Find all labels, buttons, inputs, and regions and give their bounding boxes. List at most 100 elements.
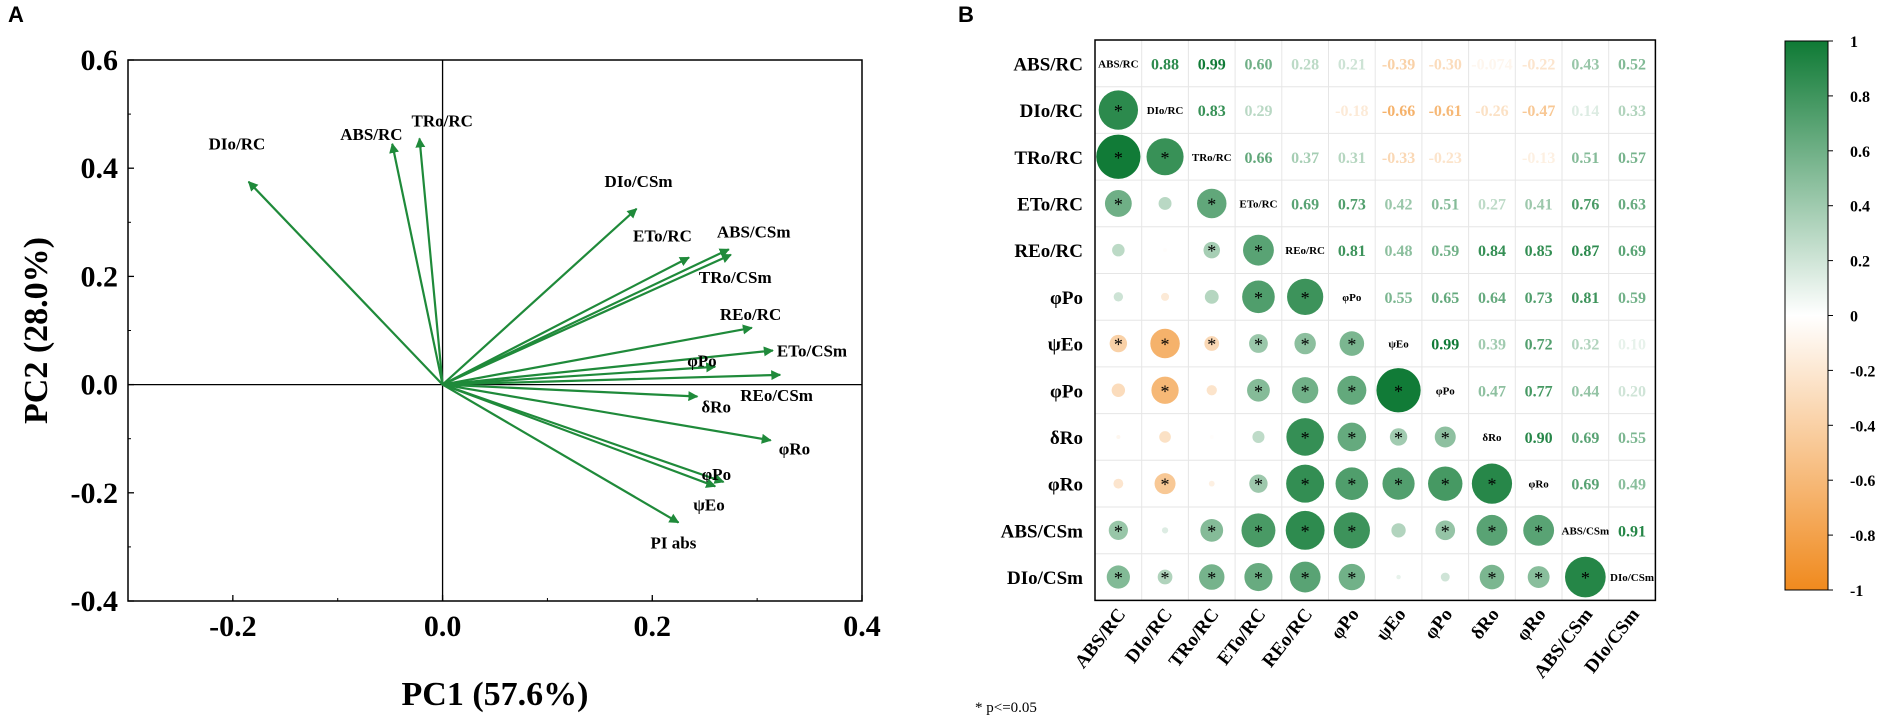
vector-label: φRo bbox=[779, 439, 810, 458]
colorbar-tick-label: 0.2 bbox=[1850, 254, 1870, 271]
correlation-circle bbox=[1286, 464, 1325, 503]
correlation-value: 0.41 bbox=[1525, 196, 1553, 213]
correlation-value: 0.55 bbox=[1385, 290, 1413, 307]
significance-star: * bbox=[1301, 288, 1310, 308]
correlation-circle bbox=[1333, 512, 1370, 549]
row-label: TRo/RC bbox=[1014, 148, 1083, 169]
significance-star: * bbox=[1301, 568, 1310, 588]
correlation-circle bbox=[1146, 138, 1184, 176]
correlation-circle bbox=[1335, 467, 1369, 500]
column-label: φPo bbox=[1420, 605, 1457, 644]
correlation-circle bbox=[1108, 520, 1128, 540]
loading-arrow bbox=[442, 324, 753, 386]
diagonal-label: ETo/RC bbox=[1239, 198, 1277, 210]
correlation-circle bbox=[1527, 566, 1550, 589]
loading-arrow bbox=[442, 383, 717, 488]
loading-arrow bbox=[442, 383, 772, 444]
row-label: φPo bbox=[1050, 381, 1083, 402]
row-label: ABS/RC bbox=[1013, 54, 1083, 75]
correlation-circle bbox=[1209, 434, 1214, 439]
significance-star: * bbox=[1441, 521, 1450, 541]
significance-star: * bbox=[1207, 335, 1216, 355]
correlation-circle bbox=[1291, 377, 1319, 404]
correlation-value: 0.10 bbox=[1618, 337, 1646, 354]
correlation-circle bbox=[1163, 248, 1168, 253]
correlation-value: -0.66 bbox=[1382, 103, 1415, 120]
significance-star: * bbox=[1254, 521, 1263, 541]
significance-star: * bbox=[1347, 568, 1356, 588]
diagonal-label: δRo bbox=[1482, 432, 1502, 444]
colorbar-tick-label: -0.6 bbox=[1850, 473, 1875, 490]
correlation-value: 0.76 bbox=[1571, 196, 1599, 213]
correlation-value: 0.99 bbox=[1198, 56, 1226, 73]
correlation-circle bbox=[1396, 574, 1401, 580]
colorbar-tick-label: 0.6 bbox=[1850, 144, 1870, 161]
colorbar-tick-label: 0.8 bbox=[1850, 89, 1870, 106]
vector-label: DIo/CSm bbox=[605, 172, 673, 191]
loading-arrow bbox=[247, 180, 444, 386]
column-label: ABS/RC bbox=[1071, 605, 1130, 673]
correlation-circle bbox=[1289, 561, 1321, 593]
significance-star: * bbox=[1487, 568, 1496, 588]
row-label: φRo bbox=[1048, 475, 1083, 496]
heatmap-frame bbox=[1094, 39, 1657, 602]
correlation-value: 0.47 bbox=[1478, 383, 1506, 400]
vector-label: TRo/CSm bbox=[699, 268, 772, 287]
correlation-circle bbox=[1287, 278, 1324, 315]
correlation-circle bbox=[1337, 422, 1367, 452]
significance-star: * bbox=[1114, 101, 1123, 121]
correlation-value: 0.52 bbox=[1618, 56, 1646, 73]
significance-star: * bbox=[1301, 335, 1310, 355]
row-label: REo/RC bbox=[1014, 241, 1083, 262]
correlation-value: 0.66 bbox=[1244, 150, 1272, 167]
correlation-value: 0.29 bbox=[1244, 103, 1272, 120]
correlation-value: 0.42 bbox=[1385, 196, 1413, 213]
significance-star: * bbox=[1347, 521, 1356, 541]
correlation-value: 0.20 bbox=[1618, 383, 1646, 400]
significance-star: * bbox=[1301, 381, 1310, 401]
colorbar-tick-label: -0.2 bbox=[1850, 363, 1875, 380]
correlation-circle bbox=[1435, 520, 1456, 541]
correlation-value: -0.26 bbox=[1475, 103, 1508, 120]
correlation-value: 0.69 bbox=[1618, 243, 1646, 260]
correlation-value: 0.51 bbox=[1571, 150, 1599, 167]
vector-label: ABS/RC bbox=[340, 125, 402, 144]
correlation-circle bbox=[1285, 510, 1325, 550]
x-tick-label: -0.2 bbox=[209, 610, 257, 643]
correlation-value: 0.64 bbox=[1478, 290, 1506, 307]
column-label: δRo bbox=[1467, 605, 1504, 644]
significance-star: * bbox=[1114, 335, 1123, 355]
diagonal-label: DIo/RC bbox=[1147, 105, 1184, 117]
correlation-value: 0.21 bbox=[1338, 56, 1366, 73]
correlation-value: 0.81 bbox=[1571, 290, 1599, 307]
correlation-value: -0.13 bbox=[1522, 150, 1555, 167]
correlation-circle bbox=[1339, 331, 1365, 356]
correlation-value: 0.49 bbox=[1618, 477, 1646, 494]
vector-label: δRo bbox=[701, 398, 731, 417]
correlation-circle bbox=[1157, 569, 1173, 585]
correlation-circle bbox=[1161, 292, 1170, 301]
y-tick-label: -0.2 bbox=[71, 477, 119, 510]
diagonal-label: φRo bbox=[1528, 479, 1549, 491]
x-axis-label: PC1 (57.6%) bbox=[402, 676, 589, 713]
correlation-value: -0.47 bbox=[1522, 103, 1555, 120]
correlation-value: 0.48 bbox=[1385, 243, 1413, 260]
colorbar-tick-label: 0 bbox=[1850, 309, 1858, 326]
y-tick-label: 0.4 bbox=[81, 152, 119, 185]
significance-star: * bbox=[1394, 475, 1403, 495]
loading-arrow bbox=[442, 370, 782, 386]
correlation-value: 0.43 bbox=[1571, 56, 1599, 73]
vector-label: ψEo bbox=[693, 495, 725, 514]
correlation-circle bbox=[1112, 243, 1125, 257]
correlation-value: 0.60 bbox=[1244, 56, 1272, 73]
significance-star: * bbox=[1394, 381, 1403, 401]
loading-arrow bbox=[442, 383, 680, 524]
correlation-circle bbox=[1161, 527, 1169, 534]
diagonal-label: REo/RC bbox=[1285, 245, 1325, 257]
correlation-circle bbox=[1382, 467, 1415, 500]
correlation-circle bbox=[1244, 562, 1273, 592]
colorbar-tick-label: -0.4 bbox=[1850, 418, 1875, 435]
colorbar-tick-label: -1 bbox=[1850, 583, 1863, 600]
correlation-circle bbox=[1337, 375, 1367, 405]
correlation-value: 0.32 bbox=[1571, 337, 1599, 354]
